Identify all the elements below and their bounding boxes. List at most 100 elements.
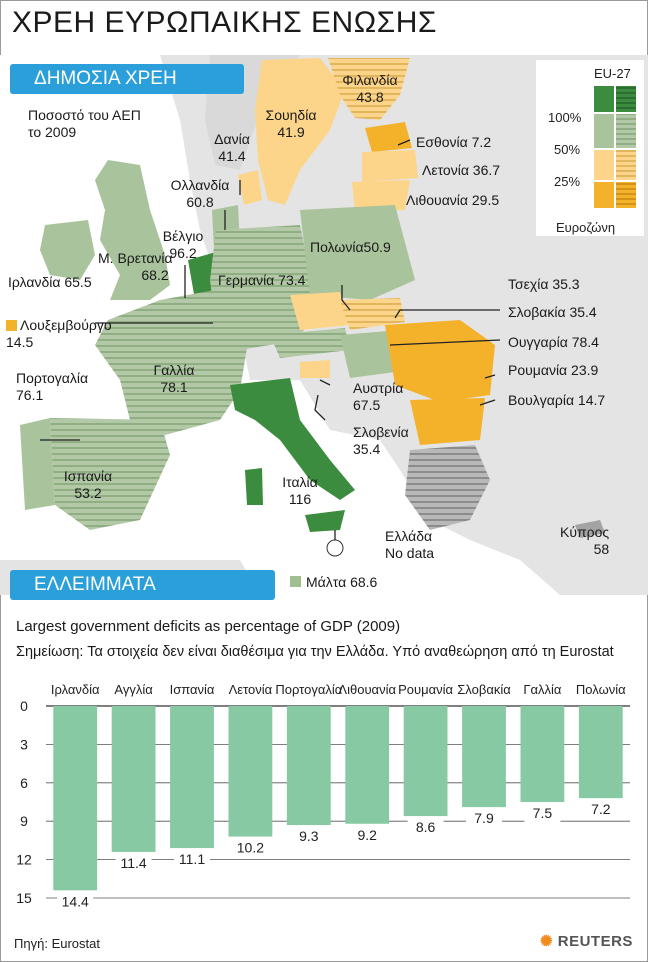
chart-note: Σημείωση: Τα στοιχεία δεν είναι διαθέσιμ…	[16, 644, 614, 660]
x-category-label: Αγγλία	[114, 682, 153, 697]
latvia-shape	[362, 150, 418, 182]
x-category-label: Γαλλία	[523, 682, 562, 697]
sweden-shape	[255, 58, 345, 205]
label-sweden: Σουηδία 41.9	[265, 107, 317, 140]
label-cyprus: Κύπρος 58	[560, 524, 610, 557]
chart-subtitle: Largest government deficits as percentag…	[16, 618, 401, 635]
label-finland: Φιλανδία 43.8	[342, 72, 398, 105]
y-tick-label: 12	[16, 852, 32, 868]
legend-level-25: 25%	[554, 174, 581, 189]
portugal-shape	[20, 418, 55, 510]
bar-value-label: 14.4	[62, 893, 89, 909]
sicily-shape	[305, 510, 345, 532]
deficit-bar-chart: 0 3 6 9 12 15 14.4 Ιρλανδία 11.4 Αγγλία 11.1 Ισπανί…	[16, 682, 630, 911]
label-slovenia: Σλοβενία 35.4	[353, 424, 409, 457]
value-label-bg	[582, 800, 619, 819]
legend-swatch-50	[594, 114, 614, 148]
deficit-bar	[111, 706, 156, 852]
malta-marker	[326, 539, 344, 557]
value-label-bg	[524, 804, 561, 822]
label-netherlands: Ολλανδία 60.8	[170, 177, 230, 210]
label-uk: Μ. Βρετανία 68.2	[98, 250, 173, 283]
ireland-shape	[40, 220, 95, 280]
bar-value-label: 8.6	[416, 819, 436, 835]
x-category-label: Πορτογαλία	[275, 682, 342, 697]
czech-shape	[290, 292, 350, 330]
bar-value-label: 7.5	[533, 805, 553, 821]
y-tick-label: 0	[20, 698, 28, 714]
slovenia-shape	[300, 360, 330, 378]
label-lithuania: Λιθουανία 29.5	[406, 192, 500, 208]
label-malta: Μάλτα 68.6	[306, 574, 378, 590]
denmark-shape	[238, 170, 262, 205]
deficit-bar	[228, 706, 273, 837]
bar-value-label: 7.2	[591, 801, 611, 817]
italy-shape	[230, 378, 355, 500]
label-luxembourg: Λουξεμβούργο 14.5	[6, 317, 112, 350]
label-poland: Πολωνία50.9	[310, 239, 391, 255]
label-latvia: Λετονία 36.7	[422, 162, 501, 178]
deficit-bar	[520, 706, 565, 802]
poland-shape	[300, 205, 415, 300]
x-category-label: Ρουμανία	[398, 682, 453, 697]
value-label-bg	[174, 850, 210, 869]
label-denmark: Δανία 41.4	[214, 131, 250, 164]
label-slovakia: Σλοβακία 35.4	[508, 304, 597, 320]
value-label-bg	[466, 809, 502, 828]
deficit-bar	[578, 706, 623, 799]
source-note: Πηγή: Eurostat	[14, 936, 100, 951]
label-hungary: Ουγγαρία 78.4	[508, 334, 599, 350]
label-bulgaria: Βουλγαρία 14.7	[508, 392, 606, 408]
deficit-bar	[403, 706, 448, 817]
brand-logo: ✺ REUTERS	[540, 933, 633, 950]
bar-value-label: 7.9	[474, 810, 494, 826]
romania-shape	[385, 320, 495, 402]
legend-eurozone: Ευροζώνη	[556, 220, 616, 235]
cyprus-shape	[575, 520, 605, 538]
finland-shape	[328, 58, 410, 120]
label-romania: Ρουμανία 23.9	[508, 362, 599, 378]
malta-legend-swatch	[290, 576, 301, 587]
legend-swatch-50-euro	[616, 114, 636, 148]
legend-swatch-100-euro	[616, 86, 636, 112]
uk-shape	[95, 160, 170, 300]
label-germany: Γερμανία 73.4	[218, 272, 306, 288]
france-shape	[95, 290, 250, 435]
value-label-bg	[115, 853, 152, 872]
bar-value-label: 9.3	[299, 828, 319, 844]
luxembourg-legend-swatch	[6, 320, 17, 331]
sardinia-shape	[245, 468, 263, 505]
map-legend: EU-27 100% 50% 25% Ευροζώνη	[536, 60, 644, 236]
label-czech: Τσεχία 35.3	[508, 276, 580, 292]
debt-banner: ΔΗΜΟΣΙΑ ΧΡΕΗ	[10, 64, 244, 94]
bar-value-label: 11.4	[120, 855, 146, 871]
value-label-bg	[290, 827, 327, 846]
europe-debt-map	[0, 55, 648, 595]
x-category-label: Λετονία	[229, 682, 273, 697]
value-label-bg	[57, 892, 94, 911]
page-title: ΧΡΕΗ ΕΥΡΩΠΑΙΚΗΣ ΕΝΩΣΗΣ	[12, 6, 437, 39]
legend-level-50: 50%	[554, 142, 581, 157]
deficit-banner: ΕΛΛΕΙΜΜΑΤΑ	[10, 570, 275, 600]
greece-shape	[405, 445, 490, 530]
slovakia-shape	[340, 298, 405, 330]
label-belgium: Βέλγιο 96.2	[162, 228, 204, 261]
deficit-bar	[53, 706, 98, 891]
value-label-bg	[349, 825, 386, 844]
label-estonia: Εσθονία 7.2	[416, 134, 492, 150]
austria-shape	[270, 328, 350, 358]
spain-shape	[50, 418, 170, 530]
label-greece: Ελλάδα No data	[385, 528, 435, 561]
label-spain: Ισπανία 53.2	[63, 468, 113, 501]
legend-level-100: 100%	[548, 110, 582, 125]
x-category-label: Ισπανία	[170, 682, 215, 697]
legend-swatch-100	[594, 86, 614, 112]
value-label-bg	[232, 838, 269, 857]
y-tick-label: 3	[20, 736, 28, 752]
bar-value-label: 10.2	[237, 840, 264, 856]
x-category-label: Πολωνία	[576, 682, 626, 697]
debt-subtitle: Ποσοστό του ΑΕΠ το 2009	[28, 107, 141, 140]
legend-swatch-0	[594, 182, 614, 208]
y-tick-label: 9	[20, 813, 28, 829]
label-ireland: Ιρλανδία 65.5	[8, 274, 92, 290]
